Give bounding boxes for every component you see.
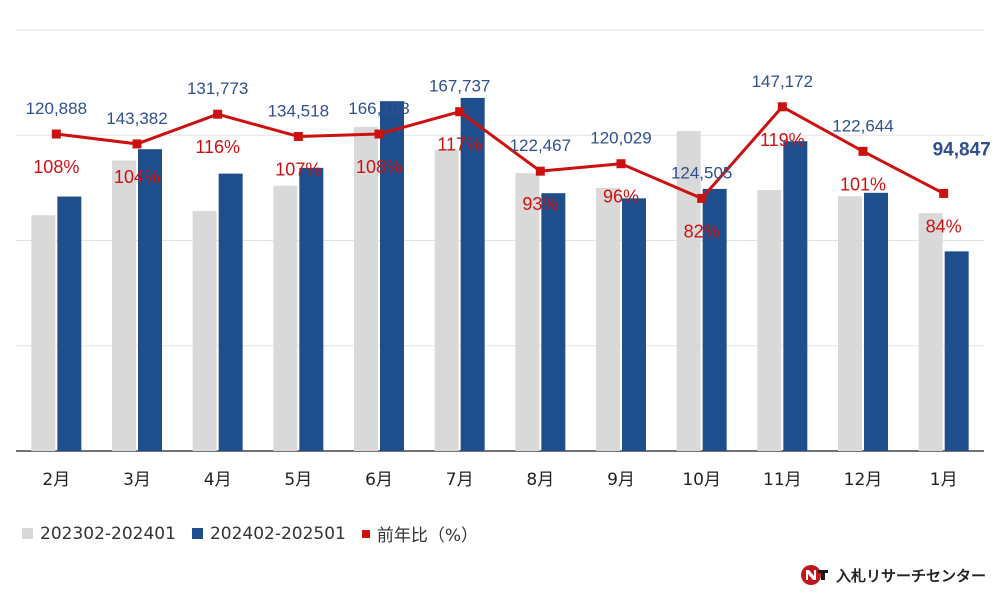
percent-data-label: 116% (195, 137, 240, 157)
yoy-marker (374, 129, 384, 139)
volume-data-label: 131,773 (187, 79, 248, 98)
legend-item-yoy: 前年比（%） (361, 521, 479, 546)
bar-prev-year (838, 196, 862, 451)
yoy-marker (697, 193, 707, 203)
brand-logo: 入札リサーチセンター (800, 563, 986, 587)
bar-current-year (380, 101, 404, 452)
bar-current-year (783, 141, 808, 451)
bar-prev-year (192, 211, 217, 451)
percent-data-label: 101% (840, 174, 886, 194)
bar-current-year (138, 149, 162, 451)
legend-label-prev-year: 202302-202401 (40, 523, 176, 544)
bar-current-year (622, 198, 646, 451)
volume-data-label: 167,737 (429, 77, 490, 96)
volume-data-label: 134,518 (268, 101, 329, 120)
x-tick-label: 11月 (763, 470, 802, 490)
brand-name: 入札リサーチセンター (836, 566, 987, 585)
bar-current-year (944, 251, 969, 451)
legend-swatch-red (361, 529, 370, 538)
yoy-marker (939, 188, 949, 198)
bar-current-year (702, 188, 727, 451)
legend-label-current-year: 202402-202501 (209, 523, 346, 544)
x-tick-label: 3月 (123, 470, 151, 490)
yoy-marker (213, 109, 223, 119)
yoy-marker (51, 129, 61, 139)
percent-data-label: 117% (437, 135, 482, 155)
volume-data-label: 122,644 (832, 116, 893, 135)
x-tick-label: 9月 (607, 470, 635, 490)
x-tick-label: 10月 (682, 470, 721, 490)
legend-swatch-blue (191, 528, 203, 539)
volume-data-label: 120,029 (590, 129, 651, 148)
yoy-marker (455, 107, 465, 117)
yoy-marker (777, 102, 787, 112)
x-tick-label: 4月 (204, 470, 232, 490)
bar-line-chart: 2月 3月 4月 5月 6月 7月 8月 9月 10月 11月 12月 1月 120,888 143,38… (16, 29, 991, 490)
bar-prev-year (596, 187, 620, 451)
volume-data-label: 143,382 (106, 109, 167, 128)
legend-swatch-gray (22, 528, 33, 539)
percent-data-label: 104% (114, 167, 160, 187)
yoy-marker (616, 159, 626, 169)
x-tick-label: 7月 (446, 470, 474, 490)
x-tick-label: 8月 (526, 470, 554, 490)
bar-prev-year (112, 160, 136, 451)
x-tick-label: 12月 (844, 470, 883, 490)
x-tick-label: 2月 (42, 470, 70, 490)
chart-legend: 202302-202401 202402-202501 前年比（%） (22, 521, 494, 546)
legend-label-yoy: 前年比（%） (376, 526, 479, 546)
percent-data-label: 82% (684, 221, 720, 241)
x-tick-label: 6月 (365, 470, 393, 490)
brand-logo-icon (801, 565, 828, 585)
percent-data-label: 107% (275, 159, 321, 179)
volume-data-label: 120,888 (26, 99, 87, 118)
volume-data-label: 122,467 (510, 136, 571, 155)
percent-data-label: 93% (522, 194, 558, 214)
bar-current-year (57, 196, 82, 451)
yoy-line (56, 105, 945, 200)
yoy-marker (132, 139, 142, 149)
legend-item-prev-year: 202302-202401 (22, 524, 176, 544)
bar-prev-year (354, 126, 378, 451)
x-tick-label: 5月 (284, 470, 312, 490)
bar-current-year (864, 192, 888, 451)
bar-prev-year (273, 185, 298, 451)
percent-data-label: 96% (603, 187, 639, 207)
bar-current-year (460, 97, 485, 452)
percent-data-label: 119% (760, 130, 805, 150)
bar-prev-year (676, 131, 701, 452)
bar-current-year (541, 193, 566, 451)
percent-data-label: 108% (33, 157, 79, 177)
x-tick-label: 1月 (930, 470, 958, 490)
yoy-marker (293, 131, 303, 141)
legend-item-current-year: 202402-202501 (191, 523, 346, 544)
volume-data-label: 94,847 (933, 139, 991, 160)
bar-current-year (299, 167, 324, 452)
bar-prev-year (515, 173, 540, 451)
volume-data-label: 166,188 (348, 99, 409, 118)
percent-data-label: 84% (926, 216, 962, 236)
yoy-marker (535, 166, 545, 176)
volume-data-label: 124,505 (671, 163, 732, 182)
percent-data-label: 108% (356, 157, 402, 177)
bar-current-year (218, 173, 243, 451)
volume-data-label: 147,172 (752, 72, 813, 91)
yoy-marker (858, 146, 868, 156)
bar-prev-year (918, 213, 943, 451)
bar-prev-year (757, 189, 782, 452)
bar-prev-year (434, 149, 459, 452)
bar-prev-year (31, 215, 56, 451)
